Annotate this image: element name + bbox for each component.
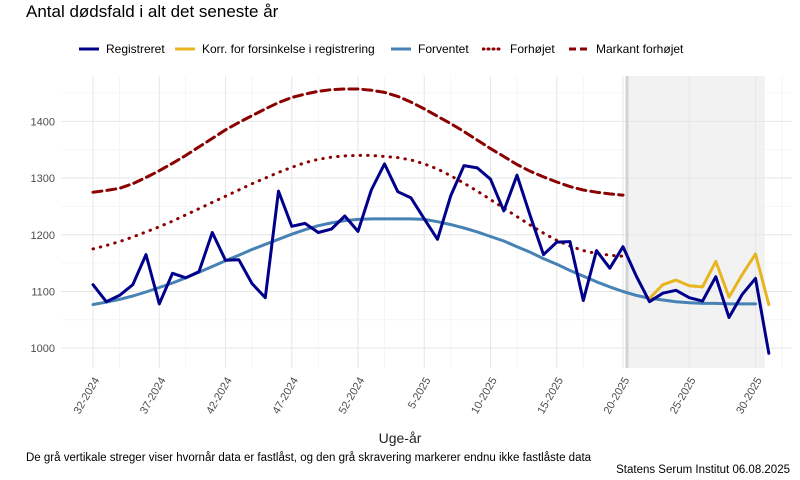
legend-label: Forhøjet: [510, 42, 555, 56]
legend-item-markant: Markant forhøjet: [568, 42, 683, 56]
legend-label: Korr. for forsinkelse i registrering: [202, 42, 375, 56]
legend-swatch-markant: [569, 47, 589, 51]
legend-item-forventet: Forventet: [390, 42, 469, 56]
x-tick-label: 42-2024: [204, 375, 235, 416]
legend-swatch-korr: [175, 47, 195, 51]
x-tick-label: 32-2024: [72, 375, 103, 416]
legend: Registreret Korr. for forsinkelse i regi…: [0, 42, 800, 62]
y-tick-label: 1000: [31, 343, 55, 355]
x-tick-label: 10-2025: [469, 375, 500, 416]
x-tick-label: 47-2024: [270, 375, 301, 416]
legend-item-registreret: Registreret: [78, 42, 165, 56]
x-tick-label: 5-2025: [406, 375, 434, 411]
y-tick-label: 1200: [31, 230, 55, 242]
x-tick-label: 15-2025: [535, 375, 566, 416]
chart-title: Antal dødsfald i alt det seneste år: [26, 2, 279, 21]
x-tick-label: 37-2024: [138, 375, 169, 416]
chart-caption: De grå vertikale streger viser hvornår d…: [26, 452, 592, 464]
x-axis-label: Uge-år: [378, 430, 422, 446]
series-line-0: [91, 162, 771, 355]
legend-swatch-forhojet: [482, 47, 504, 51]
legend-label: Registreret: [106, 42, 165, 56]
line-chart: 1000 1100 1200 1300 1400 32-2024 37-2024 42-202…: [31, 76, 792, 416]
source-credit: Statens Serum Institut 06.08.2025: [616, 464, 790, 476]
unlocked-data-shading: [626, 76, 765, 368]
legend-swatch-forventet: [391, 47, 411, 51]
series-line-1: [648, 252, 771, 306]
x-tick-label: 25-2025: [668, 375, 699, 416]
y-tick-label: 1400: [31, 116, 55, 128]
x-tick-label: 30-2025: [734, 375, 765, 416]
legend-label: Markant forhøjet: [596, 42, 684, 56]
legend-label: Forventet: [418, 42, 469, 56]
legend-item-forhojet: Forhøjet: [482, 42, 555, 56]
x-tick-label: 20-2025: [602, 375, 633, 416]
legend-swatch-registreret: [79, 47, 99, 51]
y-tick-label: 1300: [31, 173, 55, 185]
legend-item-korr: Korr. for forsinkelse i registrering: [174, 42, 375, 56]
x-tick-label: 52-2024: [337, 375, 368, 416]
y-tick-label: 1100: [31, 286, 55, 298]
series-line-4: [91, 87, 625, 197]
